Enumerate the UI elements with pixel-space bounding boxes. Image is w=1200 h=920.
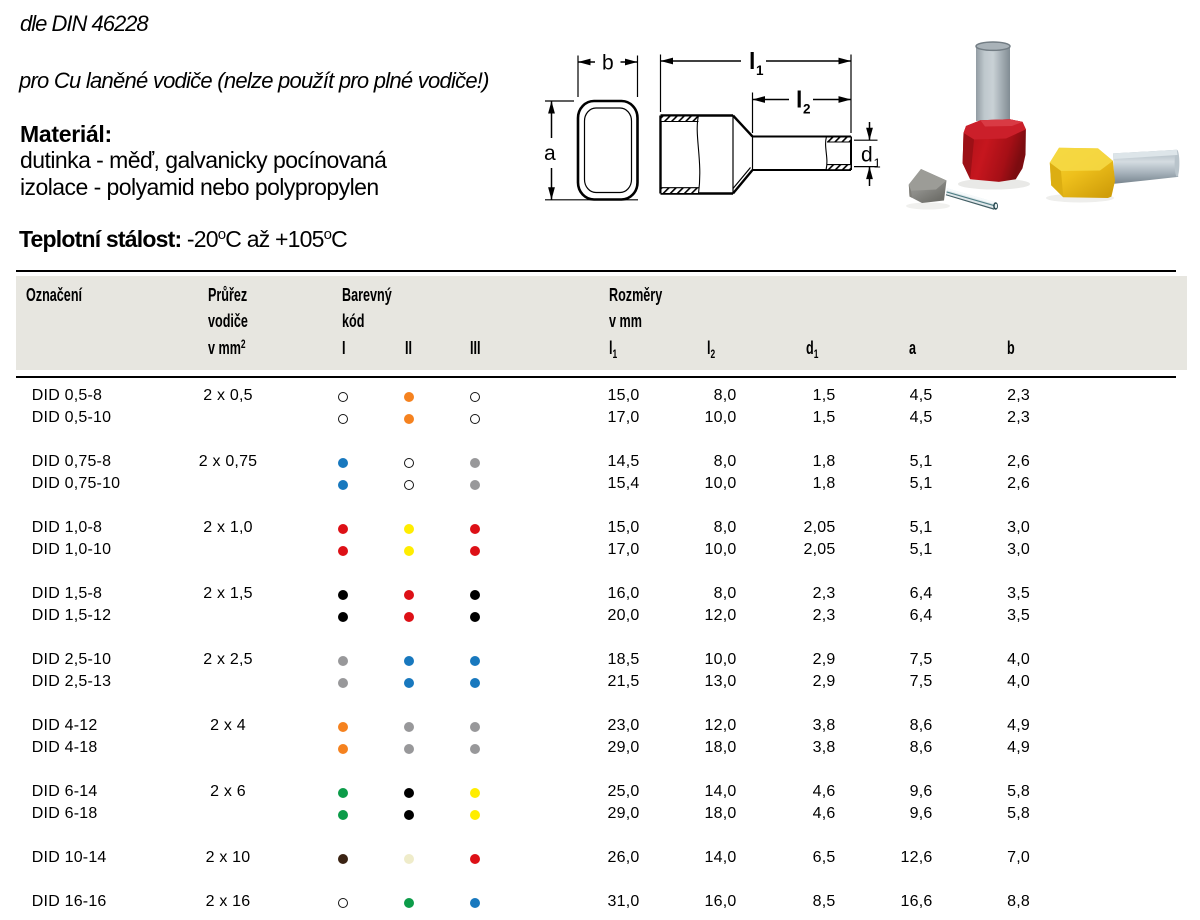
svg-text:l: l: [796, 87, 802, 113]
svg-text:d: d: [861, 144, 873, 167]
svg-text:b: b: [602, 52, 614, 75]
svg-text:1: 1: [874, 156, 881, 171]
svg-text:a: a: [544, 142, 556, 165]
svg-text:l: l: [749, 48, 755, 74]
svg-text:1: 1: [756, 63, 764, 78]
svg-text:2: 2: [803, 102, 811, 117]
